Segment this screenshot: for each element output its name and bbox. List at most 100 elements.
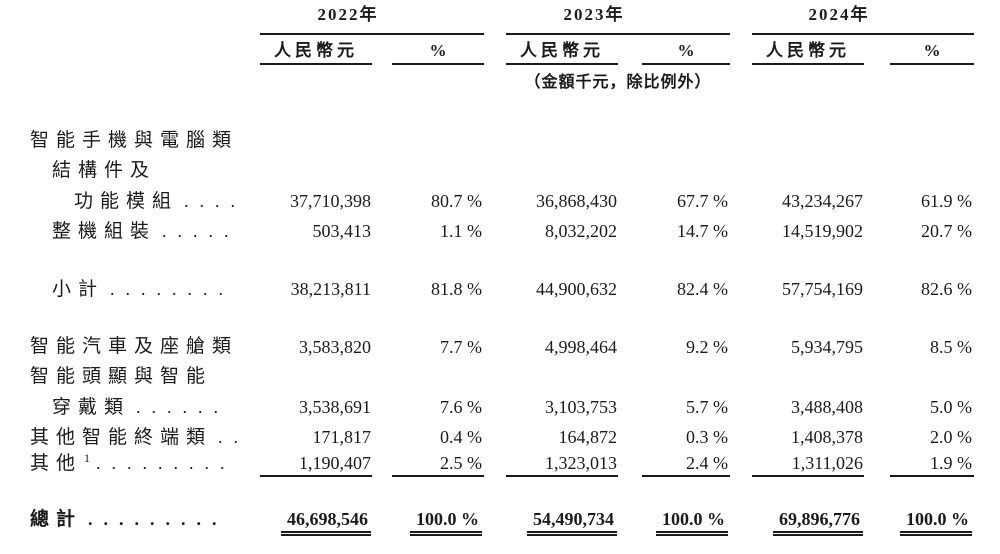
row-label-text: 功能模組 (74, 191, 179, 212)
percent-cell: 2.0 % (930, 427, 973, 447)
amount-cell: 164,872 (558, 427, 618, 447)
col-gap (618, 422, 642, 452)
amount-cell: 3,583,820 (299, 337, 371, 357)
col-gap (864, 422, 890, 452)
amount-cell: 36,868,430 (536, 191, 618, 211)
row-filler (260, 126, 974, 156)
percent-cell: 100.0 % (890, 504, 974, 536)
row-label-text: 智能手機與電腦類 (30, 130, 239, 151)
percent-cell: 1.9 % (890, 452, 975, 477)
percent-cell: 67.7 % (677, 191, 729, 211)
amount-cell: 54,490,734 (506, 504, 618, 536)
col-gap (864, 274, 890, 304)
col-gap (864, 332, 890, 362)
col-gap (864, 452, 890, 476)
table-row: 功能模組.... 37,710,398 80.7 % 36,868,430 67.7 %… (28, 186, 974, 216)
col-gap (618, 392, 642, 422)
percent-cell: 2.4 % (642, 452, 731, 477)
total-value: 100.0 % (656, 509, 729, 536)
col-gap (618, 452, 642, 476)
col-gap (618, 332, 642, 362)
col-gap (484, 504, 506, 536)
footnote-marker: 1 (84, 451, 91, 465)
amount-cell: 1,323,013 (506, 452, 619, 477)
row-label: 智能汽車及座艙類 (28, 332, 260, 362)
header-spacer (28, 2, 260, 34)
percent-cell: 61.9 % (921, 191, 973, 211)
row-label: 其他智能終端類.. (28, 422, 260, 452)
col-header-pct-2024: % (890, 34, 975, 65)
col-header-pct-2023: % (642, 34, 731, 65)
amount-cell: 14,519,902 (782, 221, 864, 241)
row-label: 整機組裝..... (28, 216, 260, 246)
row-label-text: 其他智能終端類 (30, 427, 213, 448)
amount-cell: 4,998,464 (545, 337, 618, 357)
row-label: 智能頭顯與智能 (28, 362, 260, 392)
col-gap (864, 186, 890, 216)
row-label-text: 總計 (30, 509, 83, 530)
col-gap (484, 186, 506, 216)
col-gap (484, 332, 506, 362)
group-gap (730, 2, 752, 34)
amount-cell: 69,896,776 (752, 504, 864, 536)
col-gap (864, 392, 890, 422)
percent-cell: 7.7 % (440, 337, 483, 357)
table-row: 智能頭顯與智能 (28, 362, 974, 392)
row-label: 小計........ (28, 274, 260, 304)
row-label: 智能手機與電腦類 (28, 126, 260, 156)
col-gap (484, 274, 506, 304)
table-row: 整機組裝..... 503,413 1.1 % 8,032,202 14.7 % 14,5… (28, 216, 974, 246)
percent-cell: 82.4 % (677, 279, 729, 299)
table-row: 結構件及 (28, 156, 974, 186)
percent-cell: 2.5 % (392, 452, 485, 477)
percent-cell: 0.4 % (440, 427, 483, 447)
col-gap (730, 504, 752, 536)
percent-cell: 100.0 % (392, 504, 484, 536)
subheader-row: 人民幣元 % 人民幣元 % 人民幣元 % (28, 34, 975, 65)
percent-cell: 100.0 % (642, 504, 730, 536)
amount-cell: 8,032,202 (545, 221, 618, 241)
percent-cell: 14.7 % (677, 221, 729, 241)
dot-leader: ......... (96, 453, 236, 473)
table-row: 智能手機與電腦類 (28, 126, 974, 156)
col-gap (372, 34, 392, 64)
row-label: 總計......... (28, 504, 260, 536)
year-header-row: 2022年 2023年 2024年 (28, 2, 975, 35)
amount-cell: 1,311,026 (752, 452, 865, 477)
percent-cell: 5.7 % (686, 397, 729, 417)
year-header-2023: 2023年 (506, 2, 731, 35)
percent-cell: 5.0 % (930, 397, 973, 417)
dot-leader: ......... (88, 509, 228, 529)
amount-cell: 3,103,753 (545, 397, 618, 417)
col-gap (730, 422, 752, 452)
row-label: 穿戴類...... (28, 392, 260, 422)
col-gap (372, 274, 392, 304)
col-gap (618, 186, 642, 216)
percent-cell: 8.5 % (930, 337, 973, 357)
col-gap (484, 452, 506, 476)
dot-leader: .... (184, 191, 247, 211)
row-label-text: 結構件及 (52, 160, 157, 181)
row-label-text: 智能頭顯與智能 (30, 366, 213, 387)
col-gap (372, 422, 392, 452)
percent-cell: 80.7 % (431, 191, 483, 211)
col-gap (372, 504, 392, 536)
col-gap (372, 186, 392, 216)
table-row: 智能汽車及座艙類 3,583,820 7.7 % 4,998,464 9.2 % 5,93… (28, 332, 974, 362)
row-label-text: 小計 (52, 279, 105, 300)
col-gap (484, 422, 506, 452)
col-gap (864, 34, 890, 64)
amount-cell: 37,710,398 (290, 191, 371, 211)
amount-cell: 503,413 (312, 221, 372, 241)
row-label: 其他 1......... (28, 451, 260, 476)
col-header-rmb-2024: 人民幣元 (752, 34, 865, 65)
amount-cell: 57,754,169 (782, 279, 864, 299)
amount-cell: 38,213,811 (290, 279, 371, 299)
group-gap (484, 2, 506, 34)
col-gap (484, 392, 506, 422)
total-value: 69,896,776 (773, 509, 864, 536)
row-label: 結構件及 (28, 156, 260, 186)
year-header-2024: 2024年 (752, 2, 975, 35)
table-row: 小計........ 38,213,811 81.8 % 44,900,632 82.4… (28, 274, 974, 304)
